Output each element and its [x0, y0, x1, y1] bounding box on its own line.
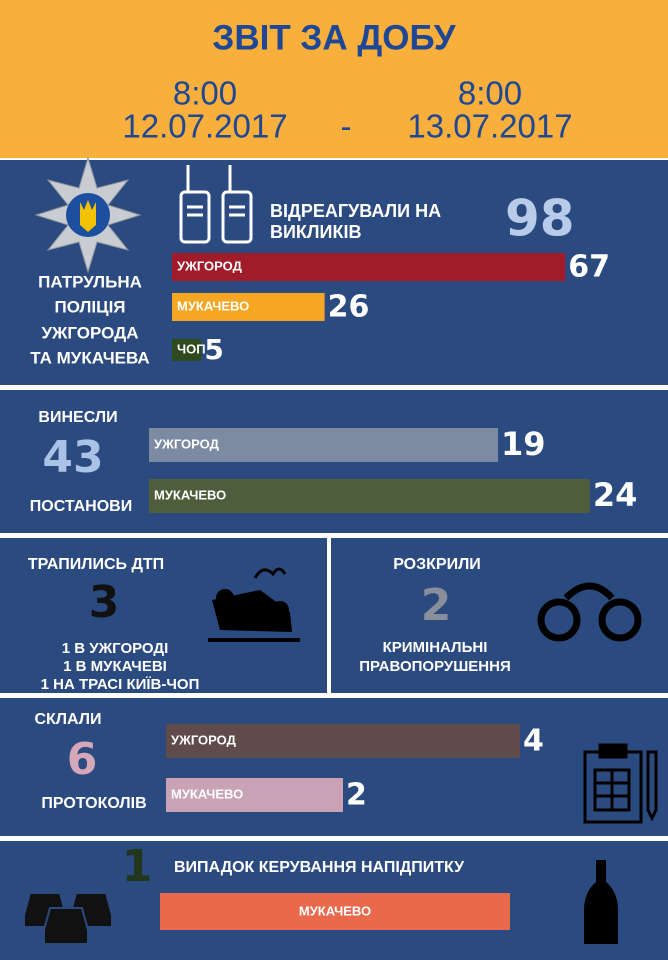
bar — [172, 339, 202, 361]
accident-line: 1 В МУКАЧЕВІ — [63, 658, 167, 675]
bar — [172, 293, 325, 321]
bar-value: 4 — [523, 724, 544, 759]
bar — [149, 428, 499, 462]
to-time: 8:00 — [458, 75, 522, 112]
bar-value: 26 — [328, 290, 370, 325]
panel — [331, 538, 668, 693]
dui-total: 1 — [122, 841, 153, 892]
bar — [166, 778, 343, 812]
accidents-total: 3 — [89, 577, 120, 628]
org-line: ПАТРУЛЬНА — [38, 272, 142, 291]
accident-line: 1 В УЖГОРОДІ — [62, 640, 169, 657]
org-line: ПОЛІЦІЯ — [54, 297, 125, 316]
place-box — [160, 893, 510, 930]
crimes-title: РОЗКРИЛИ — [393, 556, 481, 573]
accidents-title: ТРАПИЛИСЬ ДТП — [28, 556, 164, 573]
bar-label: УЖГОРОД — [177, 258, 243, 273]
bar — [166, 724, 520, 758]
bar-value: 2 — [346, 778, 367, 813]
to-date: 13.07.2017 — [407, 108, 572, 145]
bar-value: 24 — [593, 476, 638, 514]
bar-value: 19 — [501, 425, 546, 463]
bar-value: 67 — [568, 250, 610, 285]
crime-line: ПРАВОПОРУШЕННЯ — [359, 658, 511, 675]
rulings-top: ВИНЕСЛИ — [38, 409, 117, 426]
from-time: 8:00 — [173, 75, 237, 112]
calls-total: 98 — [505, 190, 575, 248]
clipboard-icon — [583, 743, 658, 824]
radio-icon — [179, 165, 253, 244]
calls-title: ВІДРЕАГУВАЛИ НА — [270, 201, 441, 221]
bar-value: 5 — [204, 333, 223, 366]
bar-label: УЖГОРОД — [154, 436, 220, 451]
bottle-icon — [584, 860, 618, 944]
header-panel — [0, 0, 668, 158]
bar-label: УЖГОРОД — [171, 732, 237, 747]
calls-title: ВИКЛИКІВ — [270, 222, 361, 242]
protocols-top: СКЛАЛИ — [34, 711, 101, 728]
dui-title: ВИПАДОК КЕРУВАННЯ НАПІДПИТКУ — [174, 859, 465, 876]
protocols-bottom: ПРОТОКОЛІВ — [41, 795, 146, 812]
title: ЗВІТ ЗА ДОБУ — [212, 18, 456, 57]
bar-label: МУКАЧЕВО — [154, 487, 226, 502]
separator: - — [341, 108, 352, 145]
org-line: УЖГОРОДА — [41, 323, 138, 342]
accident-line: 1 НА ТРАСІ КИЇВ-ЧОП — [41, 676, 200, 693]
from-date: 12.07.2017 — [122, 108, 287, 145]
cars-icon — [23, 892, 113, 945]
org-line: ТА МУКАЧЕВА — [30, 348, 149, 367]
bar-label: МУКАЧЕВО — [177, 298, 249, 313]
bar-label: ЧОП — [177, 341, 206, 356]
rulings-bottom: ПОСТАНОВИ — [30, 498, 132, 515]
bar-label: МУКАЧЕВО — [171, 786, 243, 801]
crash-icon — [208, 567, 300, 642]
panel — [0, 698, 668, 836]
crimes-total: 2 — [421, 580, 452, 631]
handcuffs-icon — [537, 582, 642, 642]
dui-place: МУКАЧЕВО — [299, 903, 371, 918]
police-badge — [34, 156, 142, 274]
rulings-total: 43 — [42, 432, 103, 483]
crime-line: КРИМІНАЛЬНІ — [383, 639, 488, 656]
bar — [172, 253, 566, 281]
protocols-total: 6 — [67, 734, 98, 785]
bar — [149, 479, 590, 513]
